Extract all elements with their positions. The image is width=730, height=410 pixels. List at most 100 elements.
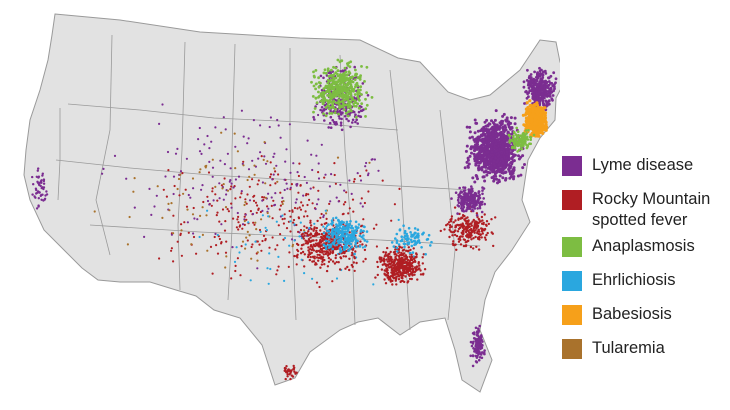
case-dot-anaplasmosis <box>324 86 327 89</box>
case-dot-tularemia <box>250 257 253 260</box>
case-dot-rmsf <box>411 269 415 272</box>
case-dot-rmsf <box>410 277 413 281</box>
case-dot-rmsf <box>408 277 412 281</box>
case-dot-lyme <box>490 153 494 157</box>
case-dot-ehrlichiosis <box>407 242 410 246</box>
case-dot-rmsf <box>391 283 394 286</box>
case-dot-ehrlichiosis <box>338 248 342 251</box>
case-dot-rmsf <box>250 245 253 249</box>
case-dot-rmsf <box>423 268 427 271</box>
case-dot-lyme <box>512 175 516 179</box>
case-dot-rmsf <box>378 256 381 259</box>
case-dot-lyme <box>466 156 470 160</box>
case-dot-anaplasmosis <box>354 68 357 72</box>
case-dot-rmsf <box>401 276 404 280</box>
case-dot-rmsf <box>289 372 292 375</box>
case-dot-lyme <box>533 70 536 74</box>
case-dot-babesiosis <box>535 126 539 130</box>
case-dot-rmsf <box>403 270 406 273</box>
legend-item-lyme: Lyme disease <box>562 155 727 189</box>
case-dot-lyme <box>234 178 237 181</box>
case-dot-tularemia <box>224 206 228 209</box>
case-dot-lyme <box>200 188 203 191</box>
case-dot-rmsf <box>398 246 402 249</box>
case-dot-anaplasmosis <box>370 96 374 99</box>
case-dot-rmsf <box>298 162 301 165</box>
case-dot-lyme <box>37 167 40 170</box>
case-dot-lyme <box>261 199 264 202</box>
case-dot-lyme <box>544 92 548 95</box>
case-dot-rmsf <box>454 226 457 229</box>
case-dot-anaplasmosis <box>364 97 367 101</box>
case-dot-lyme <box>232 186 235 189</box>
case-dot-anaplasmosis <box>326 87 330 91</box>
case-dot-ehrlichiosis <box>325 229 329 233</box>
case-dot-rmsf <box>484 238 487 241</box>
case-dot-rmsf <box>299 252 303 255</box>
case-dot-ehrlichiosis <box>330 219 334 222</box>
case-dot-babesiosis <box>542 119 546 123</box>
case-dot-rmsf <box>352 180 356 183</box>
case-dot-ehrlichiosis <box>352 235 355 239</box>
case-dot-anaplasmosis <box>312 110 315 114</box>
case-dot-anaplasmosis <box>512 130 516 134</box>
case-dot-lyme <box>231 246 234 249</box>
case-dot-lyme <box>472 152 476 156</box>
case-dot-lyme <box>482 197 486 200</box>
case-dot-rmsf <box>236 257 239 260</box>
case-dot-ehrlichiosis <box>354 220 358 224</box>
case-dot-lyme <box>493 118 497 122</box>
case-dot-anaplasmosis <box>317 85 321 89</box>
case-dot-lyme <box>465 144 469 148</box>
case-dot-rmsf <box>224 220 227 223</box>
case-dot-anaplasmosis <box>349 100 353 104</box>
case-dot-lyme <box>270 196 273 199</box>
case-dot-lyme <box>361 205 364 208</box>
case-dot-lyme <box>484 165 488 169</box>
case-dot-rmsf <box>483 236 487 239</box>
case-dot-lyme <box>489 135 493 139</box>
case-dot-ehrlichiosis <box>365 230 369 233</box>
case-dot-lyme <box>148 187 151 190</box>
case-dot-lyme <box>490 127 494 131</box>
case-dot-rmsf <box>180 254 183 257</box>
case-dot-rmsf <box>482 222 485 226</box>
case-dot-anaplasmosis <box>358 98 361 102</box>
case-dot-lyme <box>467 162 471 166</box>
case-dot-lyme <box>32 183 35 186</box>
case-dot-lyme <box>545 102 549 105</box>
case-dot-rmsf <box>463 214 466 218</box>
case-dot-rmsf <box>479 220 482 223</box>
case-dot-rmsf <box>443 228 446 231</box>
case-dot-lyme <box>484 160 488 164</box>
case-dot-lyme <box>473 131 477 135</box>
case-dot-ehrlichiosis <box>355 228 358 231</box>
case-dot-lyme <box>479 133 483 137</box>
case-dot-lyme <box>481 189 484 192</box>
case-dot-rmsf <box>419 273 423 276</box>
case-dot-rmsf <box>453 206 457 209</box>
case-dot-lyme <box>315 154 318 157</box>
case-dot-rmsf <box>306 255 310 259</box>
case-dot-lyme <box>479 353 483 356</box>
case-dot-babesiosis <box>535 101 539 105</box>
case-dot-lyme <box>319 108 322 112</box>
map-svg <box>23 13 560 393</box>
case-dot-ehrlichiosis <box>264 226 267 229</box>
case-dot-ehrlichiosis <box>334 227 337 231</box>
case-dot-rmsf <box>215 244 218 247</box>
case-dot-ehrlichiosis <box>326 235 329 238</box>
case-dot-rmsf <box>299 228 303 232</box>
case-dot-rmsf <box>397 255 401 258</box>
case-dot-anaplasmosis <box>310 80 313 84</box>
case-dot-rmsf <box>245 202 248 205</box>
case-dot-rmsf <box>278 208 281 211</box>
case-dot-lyme <box>341 70 345 73</box>
case-dot-babesiosis <box>524 116 529 120</box>
case-dot-anaplasmosis <box>324 106 328 109</box>
case-dot-rmsf <box>296 248 299 251</box>
case-dot-lyme <box>312 115 315 119</box>
case-dot-lyme <box>477 329 481 333</box>
case-dot-ehrlichiosis <box>337 218 340 222</box>
case-dot-lyme <box>261 209 264 212</box>
